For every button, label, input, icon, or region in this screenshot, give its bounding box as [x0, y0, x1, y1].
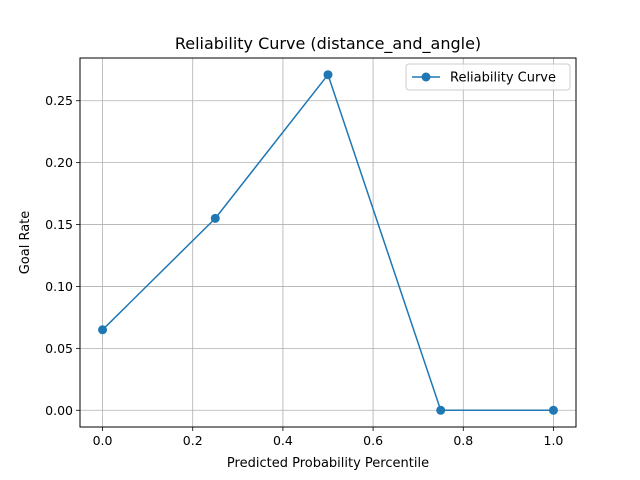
y-tick-label: 0.15 [45, 217, 73, 232]
x-tick-label: 0.2 [183, 433, 203, 448]
legend-marker-swatch [421, 72, 431, 82]
y-tick-label: 0.00 [45, 403, 73, 418]
chart-title: Reliability Curve (distance_and_angle) [175, 34, 481, 54]
y-tick-label: 0.25 [45, 93, 73, 108]
grid-lines [80, 58, 576, 427]
data-point [210, 213, 220, 223]
data-point [323, 70, 333, 80]
legend: Reliability Curve [405, 63, 571, 91]
x-axis-label: Predicted Probability Percentile [227, 456, 429, 471]
axis-ticks: 0.0 0.2 0.4 0.6 0.8 1.0 0.00 0.05 0.10 0.15 0.20 0.… [45, 93, 563, 448]
x-tick-label: 0.6 [363, 433, 383, 448]
data-point [548, 405, 558, 415]
legend-entry-label: Reliability Curve [450, 71, 556, 86]
y-tick-label: 0.05 [45, 341, 73, 356]
x-tick-label: 0.8 [453, 433, 473, 448]
series-layer [98, 70, 558, 415]
legend-box [405, 63, 571, 91]
plot-frame [79, 57, 577, 428]
data-point [98, 325, 108, 335]
y-tick-label: 0.10 [45, 279, 73, 294]
x-tick-label: 0.4 [273, 433, 293, 448]
x-tick-label: 1.0 [544, 433, 564, 448]
y-tick-label: 0.20 [45, 155, 73, 170]
y-axis-label: Goal Rate [18, 211, 33, 275]
x-tick-label: 0.0 [93, 433, 113, 448]
data-point [436, 405, 446, 415]
